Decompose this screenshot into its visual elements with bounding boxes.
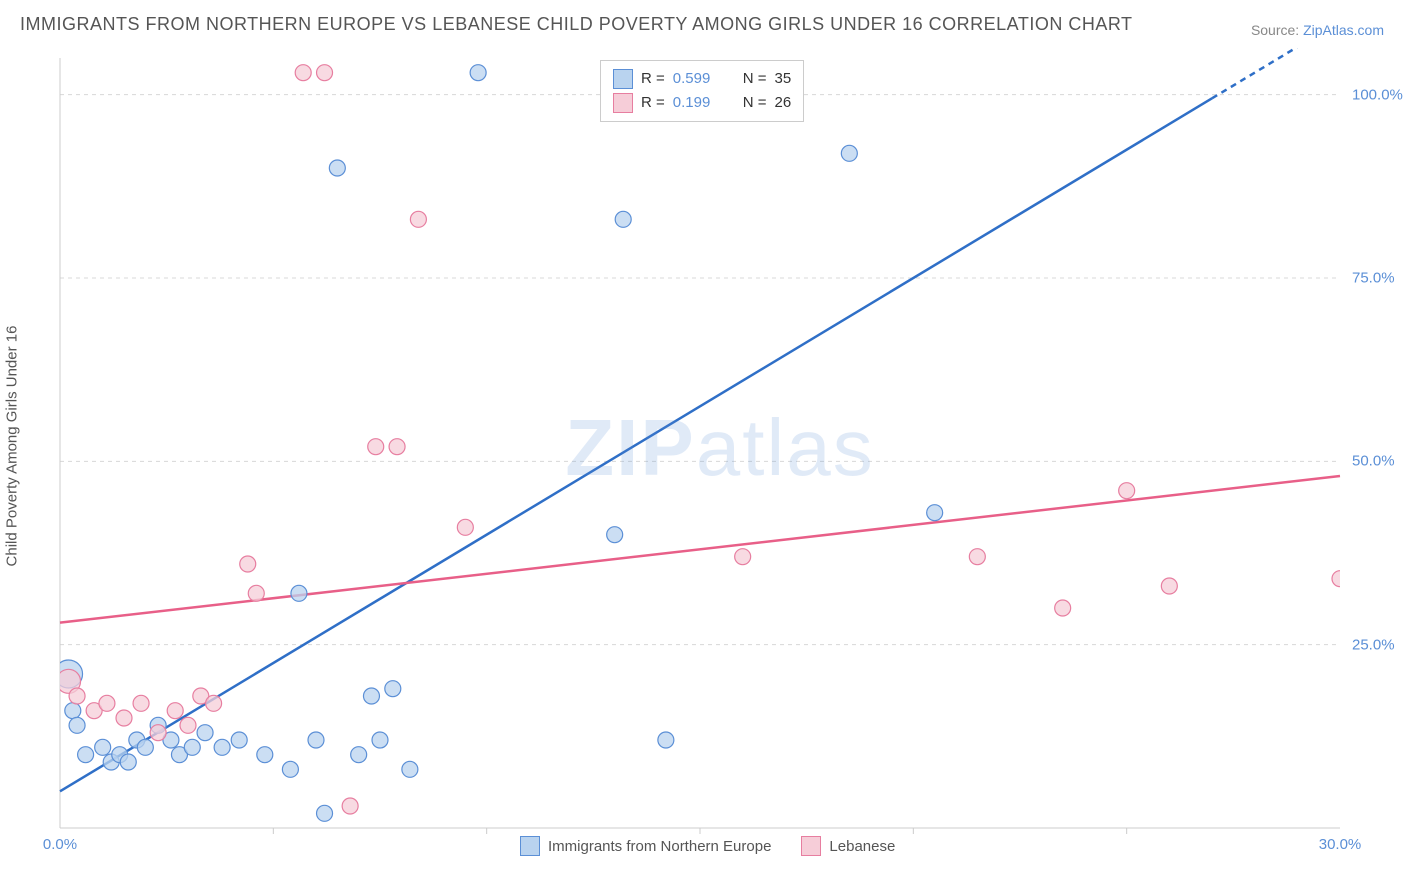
series-legend-item: Immigrants from Northern Europe <box>520 836 771 856</box>
legend-row: R = 0.199 N = 26 <box>613 91 791 115</box>
legend-n-value: 35 <box>775 67 792 91</box>
series-legend-label: Immigrants from Northern Europe <box>548 838 771 855</box>
correlation-legend: R = 0.599 N = 35 R = 0.199 N = 26 <box>600 60 804 122</box>
series-legend-item: Lebanese <box>801 836 895 856</box>
y-tick-label: 25.0% <box>1352 636 1395 653</box>
y-axis-label: Child Poverty Among Girls Under 16 <box>4 326 21 567</box>
legend-swatch <box>520 836 540 856</box>
x-tick-label: 30.0% <box>1319 836 1362 853</box>
legend-r-label: R = <box>641 91 665 115</box>
source-prefix: Source: <box>1251 22 1303 38</box>
legend-n-label: N = <box>743 91 767 115</box>
legend-r-value: 0.199 <box>673 91 723 115</box>
legend-swatch <box>801 836 821 856</box>
legend-swatch <box>613 69 633 89</box>
chart-title: IMMIGRANTS FROM NORTHERN EUROPE VS LEBAN… <box>20 14 1133 35</box>
legend-row: R = 0.599 N = 35 <box>613 67 791 91</box>
source-link[interactable]: ZipAtlas.com <box>1303 22 1384 38</box>
source-attribution: Source: ZipAtlas.com <box>1251 22 1384 38</box>
x-tick-label: 0.0% <box>43 836 77 853</box>
scatter-chart-svg <box>50 48 1390 848</box>
legend-swatch <box>613 93 633 113</box>
series-legend: Immigrants from Northern Europe Lebanese <box>520 836 895 856</box>
series-legend-label: Lebanese <box>829 838 895 855</box>
legend-n-label: N = <box>743 67 767 91</box>
legend-r-label: R = <box>641 67 665 91</box>
legend-n-value: 26 <box>775 91 792 115</box>
y-tick-label: 100.0% <box>1352 86 1403 103</box>
y-tick-label: 50.0% <box>1352 453 1395 470</box>
chart-area: ZIPatlas R =0.599N =35R =0.199N =26 Immi… <box>50 48 1390 848</box>
legend-r-value: 0.599 <box>673 67 723 91</box>
y-tick-label: 75.0% <box>1352 270 1395 287</box>
